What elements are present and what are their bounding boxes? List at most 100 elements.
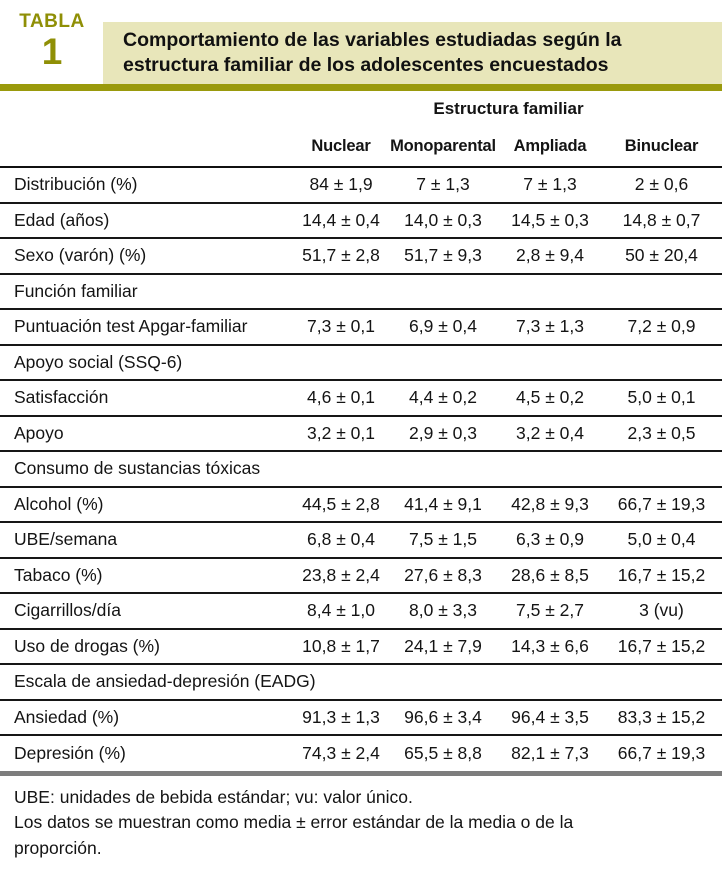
- row-value: 2,9 ± 0,3: [409, 422, 477, 443]
- row-value: 41,4 ± 9,1: [404, 493, 482, 514]
- column-headers-row: Nuclear Monoparental Ampliada Binuclear: [0, 137, 722, 156]
- row-label: Distribución (%): [14, 174, 138, 195]
- row-value: 84 ± 1,9: [309, 174, 373, 195]
- row-value: 91,3 ± 1,3: [302, 706, 380, 727]
- row-value: 3,2 ± 0,4: [516, 422, 584, 443]
- row-value: 7 ± 1,3: [523, 174, 577, 195]
- table-row: Cigarrillos/día 8,4 ± 1,0 8,0 ± 3,3 7,5 ± 2…: [0, 594, 722, 630]
- row-value: 24,1 ± 7,9: [404, 635, 482, 656]
- row-value: 44,5 ± 2,8: [302, 493, 380, 514]
- table-row: Distribución (%) 84 ± 1,9 7 ± 1,3 7 ± 1,3 2 …: [0, 168, 722, 204]
- table-bottom-rule: [0, 771, 722, 776]
- table-row: Ansiedad (%) 91,3 ± 1,3 96,6 ± 3,4 96,4 ± 3…: [0, 701, 722, 736]
- table-body: Distribución (%) 84 ± 1,9 7 ± 1,3 7 ± 1,3 2 …: [0, 166, 722, 772]
- table-row: Tabaco (%) 23,8 ± 2,4 27,6 ± 8,3 28,6 ± 8,5…: [0, 559, 722, 594]
- row-value: 74,3 ± 2,4: [302, 743, 380, 764]
- footnote-abbreviations: UBE: unidades de bebida estándar; vu: va…: [14, 787, 413, 807]
- table-section-row: Función familiar: [0, 275, 722, 310]
- column-group-header: Estructura familiar: [433, 99, 584, 118]
- table-row: Sexo (varón) (%) 51,7 ± 2,8 51,7 ± 9,3 2,8 …: [0, 239, 722, 275]
- row-value: 14,8 ± 0,7: [622, 209, 701, 230]
- row-value: 5,0 ± 0,1: [627, 387, 696, 408]
- column-header-ampliada: Ampliada: [513, 137, 587, 155]
- row-value: 16,7 ± 15,2: [617, 635, 706, 656]
- column-header-empty: [0, 137, 295, 156]
- row-label: Sexo (varón) (%): [14, 245, 147, 266]
- footnote-data-format: Los datos se muestran como media ± error…: [14, 812, 574, 858]
- row-value: 8,0 ± 3,3: [409, 600, 477, 621]
- row-value: 51,7 ± 2,8: [302, 245, 380, 266]
- header-rule: [0, 84, 722, 91]
- row-value: 16,7 ± 15,2: [617, 564, 706, 585]
- row-value: 51,7 ± 9,3: [404, 245, 482, 266]
- row-label: Puntuación test Apgar-familiar: [14, 316, 248, 337]
- row-label: Uso de drogas (%): [14, 635, 160, 656]
- row-label: UBE/semana: [14, 529, 118, 550]
- row-label: Tabaco (%): [14, 564, 103, 585]
- row-value: 6,9 ± 0,4: [409, 316, 477, 337]
- row-value: 14,4 ± 0,4: [302, 209, 380, 230]
- table-label-number: 1: [41, 31, 63, 72]
- row-value: 3,2 ± 0,1: [307, 422, 375, 443]
- column-header-nuclear: Nuclear: [311, 137, 371, 155]
- column-header-binuclear: Binuclear: [624, 137, 699, 155]
- row-value: 65,5 ± 8,8: [404, 743, 482, 764]
- title-box: Comportamiento de las variables estudiad…: [103, 22, 722, 84]
- table-section-row: Consumo de sustancias tóxicas: [0, 452, 722, 488]
- column-header-monoparental: Monoparental: [390, 137, 496, 155]
- row-value: 7,3 ± 1,3: [516, 316, 584, 337]
- row-value: 27,6 ± 8,3: [404, 564, 482, 585]
- row-label: Alcohol (%): [14, 493, 104, 514]
- row-label: Escala de ansiedad-depresión (EADG): [14, 671, 316, 692]
- row-label: Satisfacción: [14, 387, 109, 408]
- row-value: 50 ± 20,4: [625, 245, 698, 266]
- row-value: 28,6 ± 8,5: [511, 564, 589, 585]
- row-value: 5,0 ± 0,4: [627, 529, 696, 550]
- row-value: 23,8 ± 2,4: [302, 564, 380, 585]
- row-value: 14,0 ± 0,3: [404, 209, 482, 230]
- row-value: 2 ± 0,6: [634, 174, 689, 195]
- table-row: Satisfacción 4,6 ± 0,1 4,4 ± 0,2 4,5 ± 0,2 5…: [0, 381, 722, 417]
- row-label: Apoyo: [14, 422, 64, 443]
- table-section-row: Escala de ansiedad-depresión (EADG): [0, 665, 722, 701]
- table-row: UBE/semana 6,8 ± 0,4 7,5 ± 1,5 6,3 ± 0,9 5,0…: [0, 523, 722, 559]
- row-value: 6,8 ± 0,4: [307, 529, 375, 550]
- table-label: TABLA 1: [0, 11, 104, 72]
- row-value: 2,8 ± 9,4: [516, 245, 584, 266]
- row-value: 10,8 ± 1,7: [302, 635, 380, 656]
- row-value: 66,7 ± 19,3: [617, 743, 706, 764]
- row-value: 2,3 ± 0,5: [627, 422, 696, 443]
- row-label: Consumo de sustancias tóxicas: [14, 458, 261, 479]
- row-label: Apoyo social (SSQ-6): [14, 351, 183, 372]
- table-row: Alcohol (%) 44,5 ± 2,8 41,4 ± 9,1 42,8 ± 9,…: [0, 488, 722, 523]
- table-row: Apoyo 3,2 ± 0,1 2,9 ± 0,3 3,2 ± 0,4 2,3 ± 0,…: [0, 417, 722, 452]
- row-label: Edad (años): [14, 209, 110, 230]
- row-value: 8,4 ± 1,0: [307, 600, 375, 621]
- row-value: 82,1 ± 7,3: [511, 743, 589, 764]
- row-value: 14,5 ± 0,3: [511, 209, 589, 230]
- row-value: 4,6 ± 0,1: [307, 387, 375, 408]
- row-label: Función familiar: [14, 280, 138, 301]
- table-row: Depresión (%) 74,3 ± 2,4 65,5 ± 8,8 82,1 ± …: [0, 736, 722, 772]
- row-label: Depresión (%): [14, 743, 126, 764]
- table-section-row: Apoyo social (SSQ-6): [0, 346, 722, 381]
- row-label: Cigarrillos/día: [14, 600, 121, 621]
- row-value: 6,3 ± 0,9: [516, 529, 584, 550]
- row-value: 7 ± 1,3: [416, 174, 470, 195]
- row-value: 96,6 ± 3,4: [404, 706, 482, 727]
- row-value: 4,5 ± 0,2: [516, 387, 584, 408]
- table-title: Comportamiento de las variables estudiad…: [123, 29, 622, 76]
- table-row: Uso de drogas (%) 10,8 ± 1,7 24,1 ± 7,9 14,…: [0, 630, 722, 665]
- table-row: Puntuación test Apgar-familiar 7,3 ± 0,1 6…: [0, 310, 722, 346]
- row-value: 96,4 ± 3,5: [511, 706, 589, 727]
- row-value: 14,3 ± 6,6: [511, 635, 589, 656]
- row-value: 7,3 ± 0,1: [307, 316, 375, 337]
- row-value: 42,8 ± 9,3: [511, 493, 589, 514]
- row-value: 7,2 ± 0,9: [627, 316, 696, 337]
- row-value: 3 (vu): [639, 600, 684, 621]
- footnotes: UBE: unidades de bebida estándar; vu: va…: [14, 785, 654, 861]
- row-label: Ansiedad (%): [14, 706, 120, 727]
- row-value: 7,5 ± 1,5: [409, 529, 477, 550]
- table-label-word: TABLA: [19, 11, 85, 32]
